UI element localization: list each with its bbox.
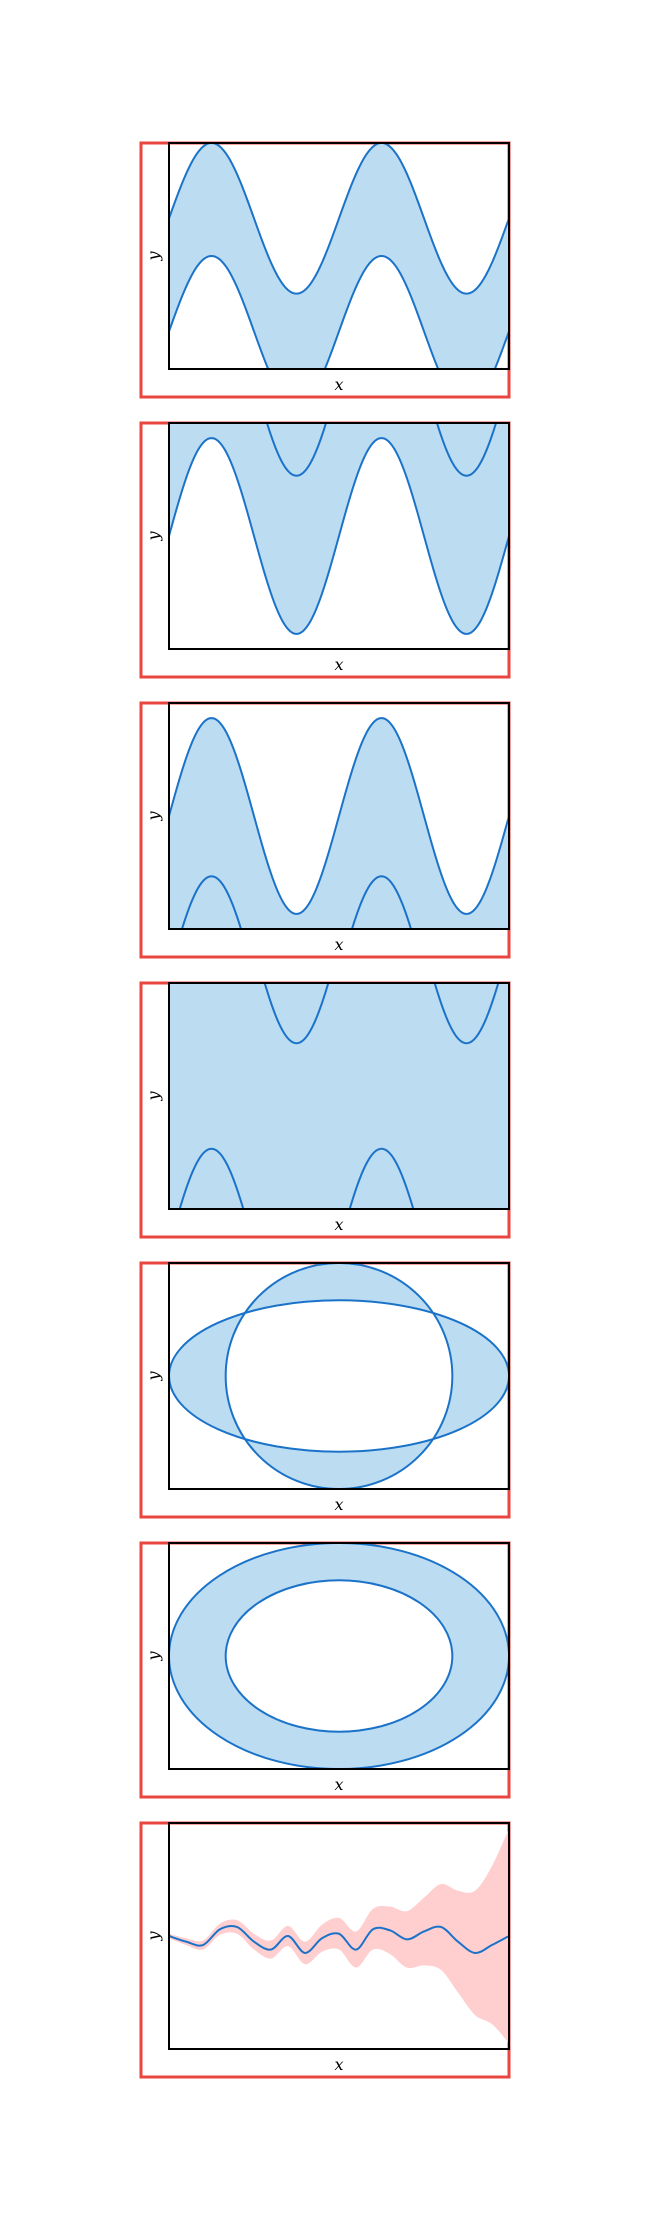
axes-box [168, 982, 510, 1210]
plot-area [169, 1828, 509, 2044]
y-axis-label: y [144, 251, 163, 262]
x-axis-label: x [334, 1215, 343, 1234]
x-axis-label: x [334, 1775, 343, 1794]
curve-1 [169, 717, 509, 915]
x-axis-label: x [334, 1495, 343, 1514]
y-axis-label: y [144, 1371, 163, 1382]
curve-2 [169, 254, 509, 369]
curve-1 [169, 437, 509, 635]
axes-box [168, 1822, 510, 2050]
plot-area [169, 423, 509, 635]
plot-area [169, 983, 509, 1209]
shape-fill [169, 1263, 509, 1489]
axes-box [168, 1262, 510, 1490]
chart-panel-6: xy [139, 1541, 511, 1799]
fill-between-area [169, 423, 509, 634]
plot-area [169, 717, 509, 929]
curve-2 [180, 875, 413, 929]
axes-box [168, 1542, 510, 1770]
x-axis-label: x [334, 2055, 343, 2074]
plot-area [169, 1263, 509, 1489]
plot-area [169, 1543, 509, 1769]
y-axis-label: y [144, 1651, 163, 1662]
axes-box [168, 422, 510, 650]
axes-box [168, 702, 510, 930]
curve-1 [169, 143, 509, 295]
x-axis-label: x [334, 655, 343, 674]
mean-line [169, 1924, 509, 1954]
shape-outline-1 [169, 1299, 509, 1453]
x-axis-label: x [334, 935, 343, 954]
curve-2 [265, 423, 498, 477]
y-axis-label: y [144, 531, 163, 542]
curve-1 [178, 1147, 415, 1209]
plot-area [169, 143, 509, 369]
y-axis-label: y [144, 811, 163, 822]
chart-panel-7: xy [139, 1821, 511, 2079]
y-axis-label: y [144, 1931, 163, 1942]
uncertainty-band [169, 1828, 509, 2044]
y-axis-label: y [144, 1091, 163, 1102]
axes-box [168, 142, 510, 370]
curve-2 [263, 983, 500, 1045]
shape-outline-2 [224, 1263, 454, 1489]
shape-fill [169, 1543, 509, 1769]
chart-panel-4: xy [139, 981, 511, 1239]
chart-panel-5: xy [139, 1261, 511, 1519]
chart-panel-2: xy [139, 421, 511, 679]
chart-panel-1: xy [139, 141, 511, 399]
x-axis-label: x [334, 375, 343, 394]
fill-between-area [169, 718, 509, 929]
chart-panel-3: xy [139, 701, 511, 959]
shape-outline-2 [224, 1579, 454, 1733]
fill-between-area [169, 983, 509, 1209]
fill-between-area [169, 143, 509, 369]
